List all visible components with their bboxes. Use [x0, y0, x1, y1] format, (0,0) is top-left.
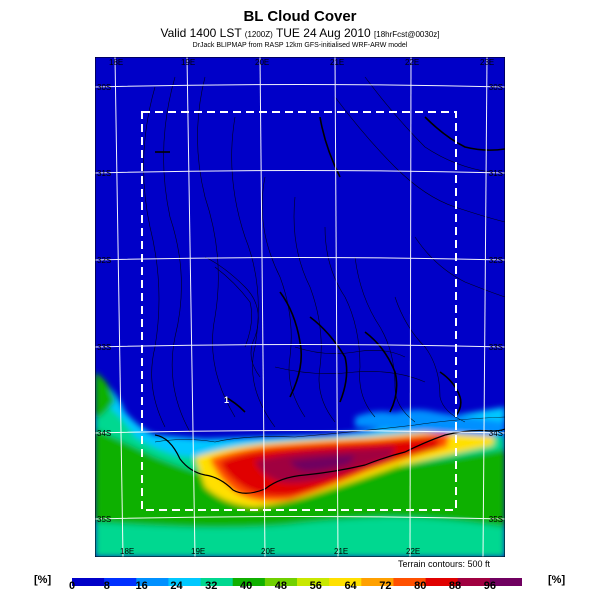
colorbar-tick-label: 64 [344, 580, 357, 592]
colorbar-segment [168, 578, 202, 586]
model-credit: DrJack BLIPMAP from RASP 12km GFS-initia… [192, 42, 408, 49]
colorbar-tick-label: 48 [274, 580, 288, 592]
lon-label-bottom: 20E [261, 547, 275, 556]
colorbar-segment [329, 578, 362, 586]
forecast-info: [18hrFcst@0030z] [374, 30, 440, 39]
colorbar [72, 578, 522, 586]
colorbar-tick-label: 32 [205, 580, 218, 592]
lat-labels-right: 30S 31S 32S 33S 34S 35S [489, 83, 503, 524]
colorbar-tick-label: 72 [379, 580, 392, 592]
lon-label-top: 19E [181, 58, 195, 67]
chart-title: BL Cloud Cover [243, 8, 357, 25]
colorbar-unit-left: [%] [34, 574, 52, 586]
colorbar-tick-label: 88 [448, 580, 462, 592]
colorbar-tick-label: 40 [239, 580, 253, 592]
lat-label-right: 33S [489, 343, 503, 352]
lon-label-top: 21E [330, 58, 344, 67]
terrain-contours-note: Terrain contours: 500 ft [398, 559, 491, 569]
terrain-contours [143, 76, 505, 443]
terrain-contours-bold [155, 116, 505, 418]
colorbar-unit-right: [%] [548, 574, 566, 586]
lat-label-right: 32S [489, 256, 503, 265]
station-marker: 1 [224, 395, 229, 405]
lon-label-bottom: 22E [406, 547, 420, 556]
lon-label-top: 18E [109, 58, 123, 67]
colorbar-tick-label: 24 [170, 580, 183, 592]
lon-label-top: 20E [255, 58, 269, 67]
colorbar-segment [425, 578, 459, 586]
cloud-band-max-core [290, 455, 355, 471]
lat-label-left: 32S [97, 256, 111, 265]
lon-label-bottom: 19E [191, 547, 205, 556]
colorbar-tick-label: 16 [135, 580, 148, 592]
lon-label-top: 23E [480, 58, 494, 67]
colorbar-segment [457, 578, 491, 586]
lon-labels-top: 18E 19E 20E 21E 22E 23E [109, 58, 494, 67]
lat-label-right: 30S [489, 83, 503, 92]
lat-lon-grid [95, 57, 505, 557]
lat-label-left: 34S [97, 429, 111, 438]
cloud-west-coast [95, 372, 115, 417]
colorbar-segment [104, 578, 137, 586]
colorbar-tick-label: 8 [103, 580, 110, 592]
lat-label-left: 30S [97, 83, 111, 92]
colorbar-tick-label: 80 [414, 580, 427, 592]
colorbar-segment [136, 578, 169, 586]
valid-time: Valid 1400 LST [160, 26, 242, 40]
cloud-southeast-blue [355, 409, 505, 437]
colorbar-segment [232, 578, 266, 586]
lon-label-bottom: 21E [334, 547, 348, 556]
colorbar-tick-label: 56 [309, 580, 322, 592]
colorbar-segment [393, 578, 427, 586]
utc-time: (1200Z) [244, 30, 273, 39]
lat-label-left: 33S [97, 343, 111, 352]
colorbar-segment [297, 578, 330, 586]
cloud-cover-map: 1 18E 19E 20E 21E 22E 23E 30S 31S 32S 33… [95, 57, 505, 557]
lat-label-right: 35S [489, 515, 503, 524]
colorbar-segment [72, 578, 105, 586]
colorbar-segment [264, 578, 298, 586]
lat-label-right: 31S [489, 169, 503, 178]
lon-labels-bottom: 18E 19E 20E 21E 22E [120, 547, 420, 556]
lat-label-left: 31S [97, 169, 111, 178]
valid-date: TUE 24 Aug 2010 [275, 26, 371, 40]
lat-label-left: 35S [97, 515, 111, 524]
colorbar-segment [489, 578, 522, 586]
lat-label-right: 34S [489, 429, 503, 438]
colorbar-tick-label: 0 [68, 580, 76, 592]
inner-domain-box [141, 111, 457, 511]
colorbar-segment [361, 578, 394, 586]
lat-labels-left: 30S 31S 32S 33S 34S 35S [97, 83, 111, 524]
chart-subtitle: Valid 1400 LST (1200Z) TUE 24 Aug 2010 [… [0, 26, 600, 40]
colorbar-segment [200, 578, 234, 586]
cloud-band-green [95, 429, 505, 528]
lon-label-bottom: 18E [120, 547, 134, 556]
lon-label-top: 22E [405, 58, 419, 67]
colorbar-tick-label: 96 [483, 580, 496, 592]
